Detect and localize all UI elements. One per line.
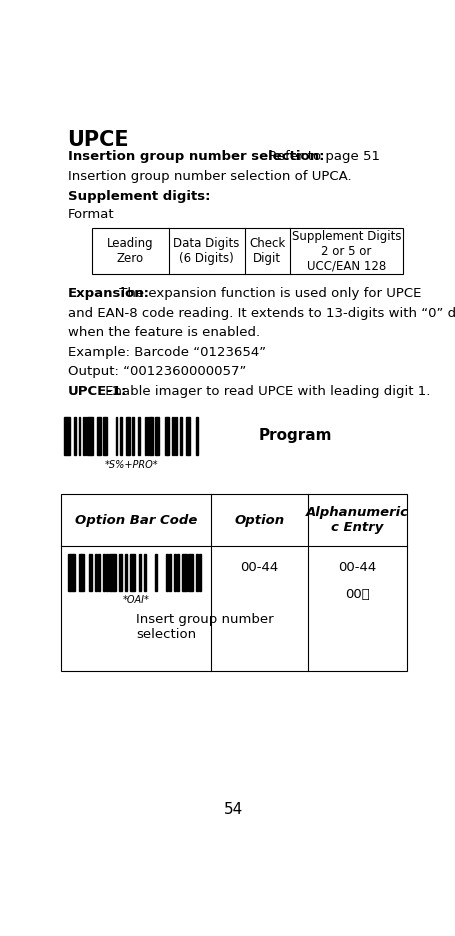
Bar	[78, 553, 81, 591]
Text: Option: Option	[234, 514, 284, 527]
Text: when the feature is enabled.: when the feature is enabled.	[67, 327, 259, 340]
Bar	[196, 417, 197, 455]
Bar	[119, 553, 121, 591]
Bar	[91, 417, 92, 455]
Text: Option Bar Code: Option Bar Code	[75, 514, 197, 527]
Bar	[173, 417, 175, 455]
Bar	[171, 417, 173, 455]
Text: Enable imager to read UPCE with leading digit 1.: Enable imager to read UPCE with leading …	[101, 385, 430, 398]
Text: Insert group number
selection: Insert group number selection	[136, 613, 273, 641]
Bar	[95, 553, 97, 591]
Bar	[78, 417, 80, 455]
Bar	[166, 553, 168, 591]
Bar	[155, 417, 157, 455]
Text: *S%+PRO*: *S%+PRO*	[104, 461, 158, 471]
Bar	[85, 417, 86, 455]
Bar	[182, 553, 184, 591]
Bar	[70, 553, 72, 591]
Bar	[103, 553, 105, 591]
Bar	[130, 553, 132, 591]
Bar	[132, 417, 134, 455]
Text: Program: Program	[258, 429, 331, 444]
Text: Refer to page 51: Refer to page 51	[263, 150, 379, 163]
Bar	[126, 417, 127, 455]
Bar	[138, 553, 141, 591]
Bar	[97, 417, 99, 455]
Text: Insertion group number selection:: Insertion group number selection:	[67, 150, 324, 163]
Bar	[179, 417, 181, 455]
Bar	[111, 553, 113, 591]
Text: and EAN-8 code reading. It extends to 13-digits with “0” digits: and EAN-8 code reading. It extends to 13…	[67, 307, 455, 320]
Text: 00＊: 00＊	[344, 588, 369, 601]
Bar	[187, 553, 190, 591]
Bar	[99, 417, 101, 455]
Bar	[125, 553, 127, 591]
Bar	[157, 417, 158, 455]
Bar	[165, 417, 167, 455]
Text: Data Digits
(6 Digits): Data Digits (6 Digits)	[173, 237, 239, 265]
Text: *OAI*: *OAI*	[122, 595, 149, 606]
Text: Output: “0012360000057”: Output: “0012360000057”	[67, 365, 245, 378]
Bar	[68, 417, 70, 455]
Bar	[167, 417, 169, 455]
Bar	[82, 417, 84, 455]
Bar	[177, 553, 179, 591]
Bar	[74, 417, 76, 455]
Bar	[128, 417, 130, 455]
Bar	[168, 553, 171, 591]
Text: Supplement Digits
2 or 5 or
UCC/EAN 128: Supplement Digits 2 or 5 or UCC/EAN 128	[291, 229, 400, 272]
Bar	[86, 417, 88, 455]
Bar	[116, 417, 117, 455]
Bar	[175, 417, 177, 455]
Bar	[67, 553, 70, 591]
Bar	[190, 553, 192, 591]
Text: Example: Barcode “0123654”: Example: Barcode “0123654”	[67, 345, 265, 358]
Bar	[155, 553, 157, 591]
Text: Leading
Zero: Leading Zero	[107, 237, 153, 265]
Bar	[187, 417, 189, 455]
Bar	[198, 553, 201, 591]
Bar	[185, 553, 187, 591]
Bar	[89, 417, 91, 455]
Bar	[133, 553, 135, 591]
Text: Format: Format	[67, 208, 114, 221]
Bar	[186, 417, 187, 455]
Bar	[61, 494, 406, 671]
Bar	[148, 417, 150, 455]
Bar	[73, 553, 75, 591]
Bar	[97, 553, 100, 591]
Text: Insertion group number selection of UPCA.: Insertion group number selection of UPCA…	[67, 170, 350, 183]
Bar	[66, 417, 68, 455]
Text: Supplement digits:: Supplement digits:	[67, 190, 210, 203]
Bar	[151, 417, 152, 455]
Bar	[106, 553, 108, 591]
Text: Check
Digit: Check Digit	[248, 237, 285, 265]
Text: 00-44: 00-44	[338, 561, 376, 574]
Bar	[138, 417, 140, 455]
Bar	[196, 553, 198, 591]
Bar	[103, 417, 105, 455]
Bar	[64, 417, 66, 455]
Bar	[105, 417, 107, 455]
Bar	[92, 227, 402, 274]
Text: Expansion:: Expansion:	[67, 287, 149, 300]
Text: The expansion function is used only for UPCE: The expansion function is used only for …	[114, 287, 420, 300]
Bar	[89, 553, 91, 591]
Bar	[144, 417, 146, 455]
Bar	[144, 553, 146, 591]
Text: UPCE: UPCE	[67, 130, 129, 151]
Bar	[81, 553, 83, 591]
Bar	[147, 417, 148, 455]
Bar	[114, 553, 116, 591]
Text: Alphanumeric
c Entry: Alphanumeric c Entry	[305, 506, 408, 534]
Bar	[174, 553, 176, 591]
Text: 00-44: 00-44	[240, 561, 278, 574]
Bar	[108, 553, 111, 591]
Text: 54: 54	[223, 802, 243, 817]
Bar	[120, 417, 121, 455]
Text: UPCE-1:: UPCE-1:	[67, 385, 126, 398]
